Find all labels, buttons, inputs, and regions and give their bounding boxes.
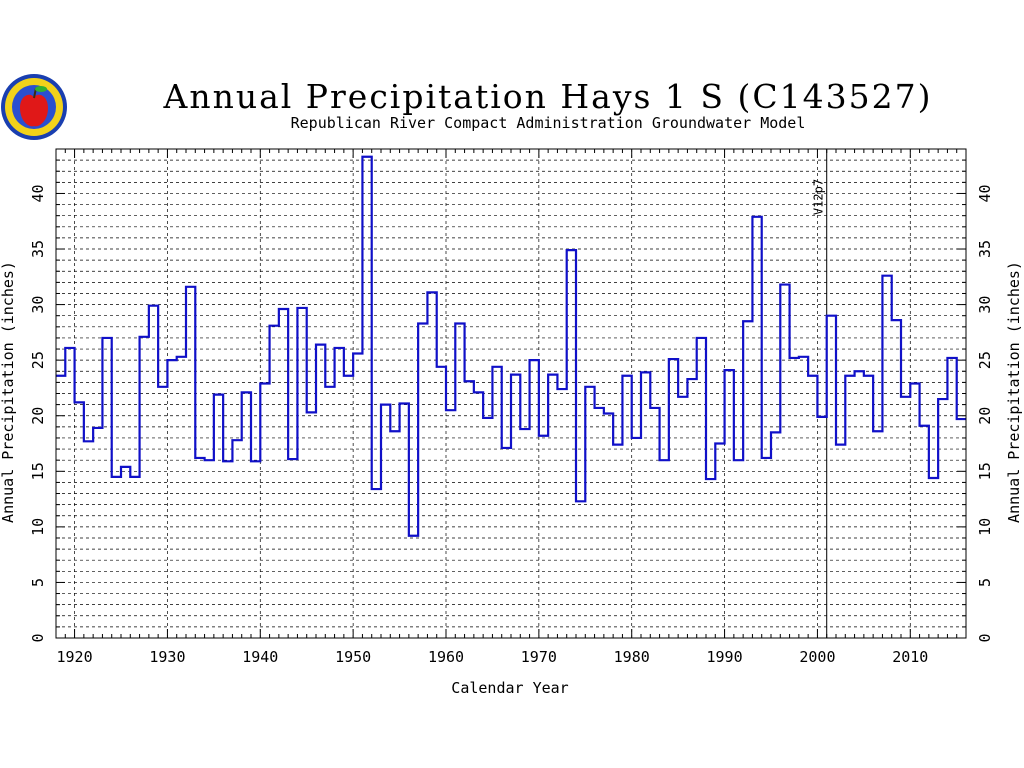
y-tick-label-left: 10 [29, 518, 47, 536]
grid-lines [56, 149, 966, 638]
y-tick-label-right: 20 [976, 407, 994, 425]
x-tick-label: 1920 [57, 648, 93, 666]
y-tick-label-right: 25 [976, 351, 994, 369]
y-tick-label-left: 25 [29, 351, 47, 369]
precipitation-step-line [56, 155, 966, 537]
annotation-label: V12p7 [812, 179, 826, 215]
x-axis-label: Calendar Year [451, 679, 568, 697]
x-tick-label: 1940 [242, 648, 278, 666]
x-tick-label: 1930 [149, 648, 185, 666]
x-tick-label: 1950 [335, 648, 371, 666]
y-tick-label-right: 0 [976, 633, 994, 642]
plot-frame [55, 148, 967, 639]
y-tick-label-right: 15 [976, 462, 994, 480]
chart-title: Annual Precipitation Hays 1 S (C143527) [163, 77, 933, 116]
x-tick-label: 1970 [521, 648, 557, 666]
y-tick-label-left: 40 [29, 184, 47, 202]
axis-ticks [55, 148, 967, 639]
y-axis-label-left: Annual Precipitation (inches) [0, 261, 17, 523]
y-tick-label-left: 15 [29, 462, 47, 480]
y-tick-label-right: 35 [976, 240, 994, 258]
y-tick-labels: 0 0 5 5 10 10 15 15 20 20 25 25 30 30 35 35 40 40 [29, 184, 994, 642]
x-tick-label: 1980 [614, 648, 650, 666]
y-tick-label-left: 20 [29, 407, 47, 425]
x-tick-labels: 1920 1930 1940 1950 1960 1970 1980 1990 2000 2010 [57, 648, 929, 666]
y-tick-label-right: 10 [976, 518, 994, 536]
y-axis-label-right: Annual Precipitation (inches) [1005, 261, 1023, 523]
apple-icon [20, 94, 48, 127]
x-tick-label: 1960 [428, 648, 464, 666]
y-tick-label-left: 0 [29, 633, 47, 642]
x-tick-label: 2000 [799, 648, 835, 666]
apple-leaf-icon [35, 86, 47, 92]
y-tick-label-left: 5 [29, 578, 47, 587]
chart-subtitle: Republican River Compact Administration … [291, 114, 806, 132]
y-tick-label-left: 30 [29, 296, 47, 314]
y-tick-label-right: 40 [976, 184, 994, 202]
rrca-logo [1, 74, 67, 140]
y-tick-label-right: 5 [976, 578, 994, 587]
x-tick-label: 2010 [892, 648, 928, 666]
series-layer [56, 155, 966, 537]
y-tick-label-left: 35 [29, 240, 47, 258]
y-tick-label-right: 30 [976, 296, 994, 314]
x-tick-label: 1990 [707, 648, 743, 666]
